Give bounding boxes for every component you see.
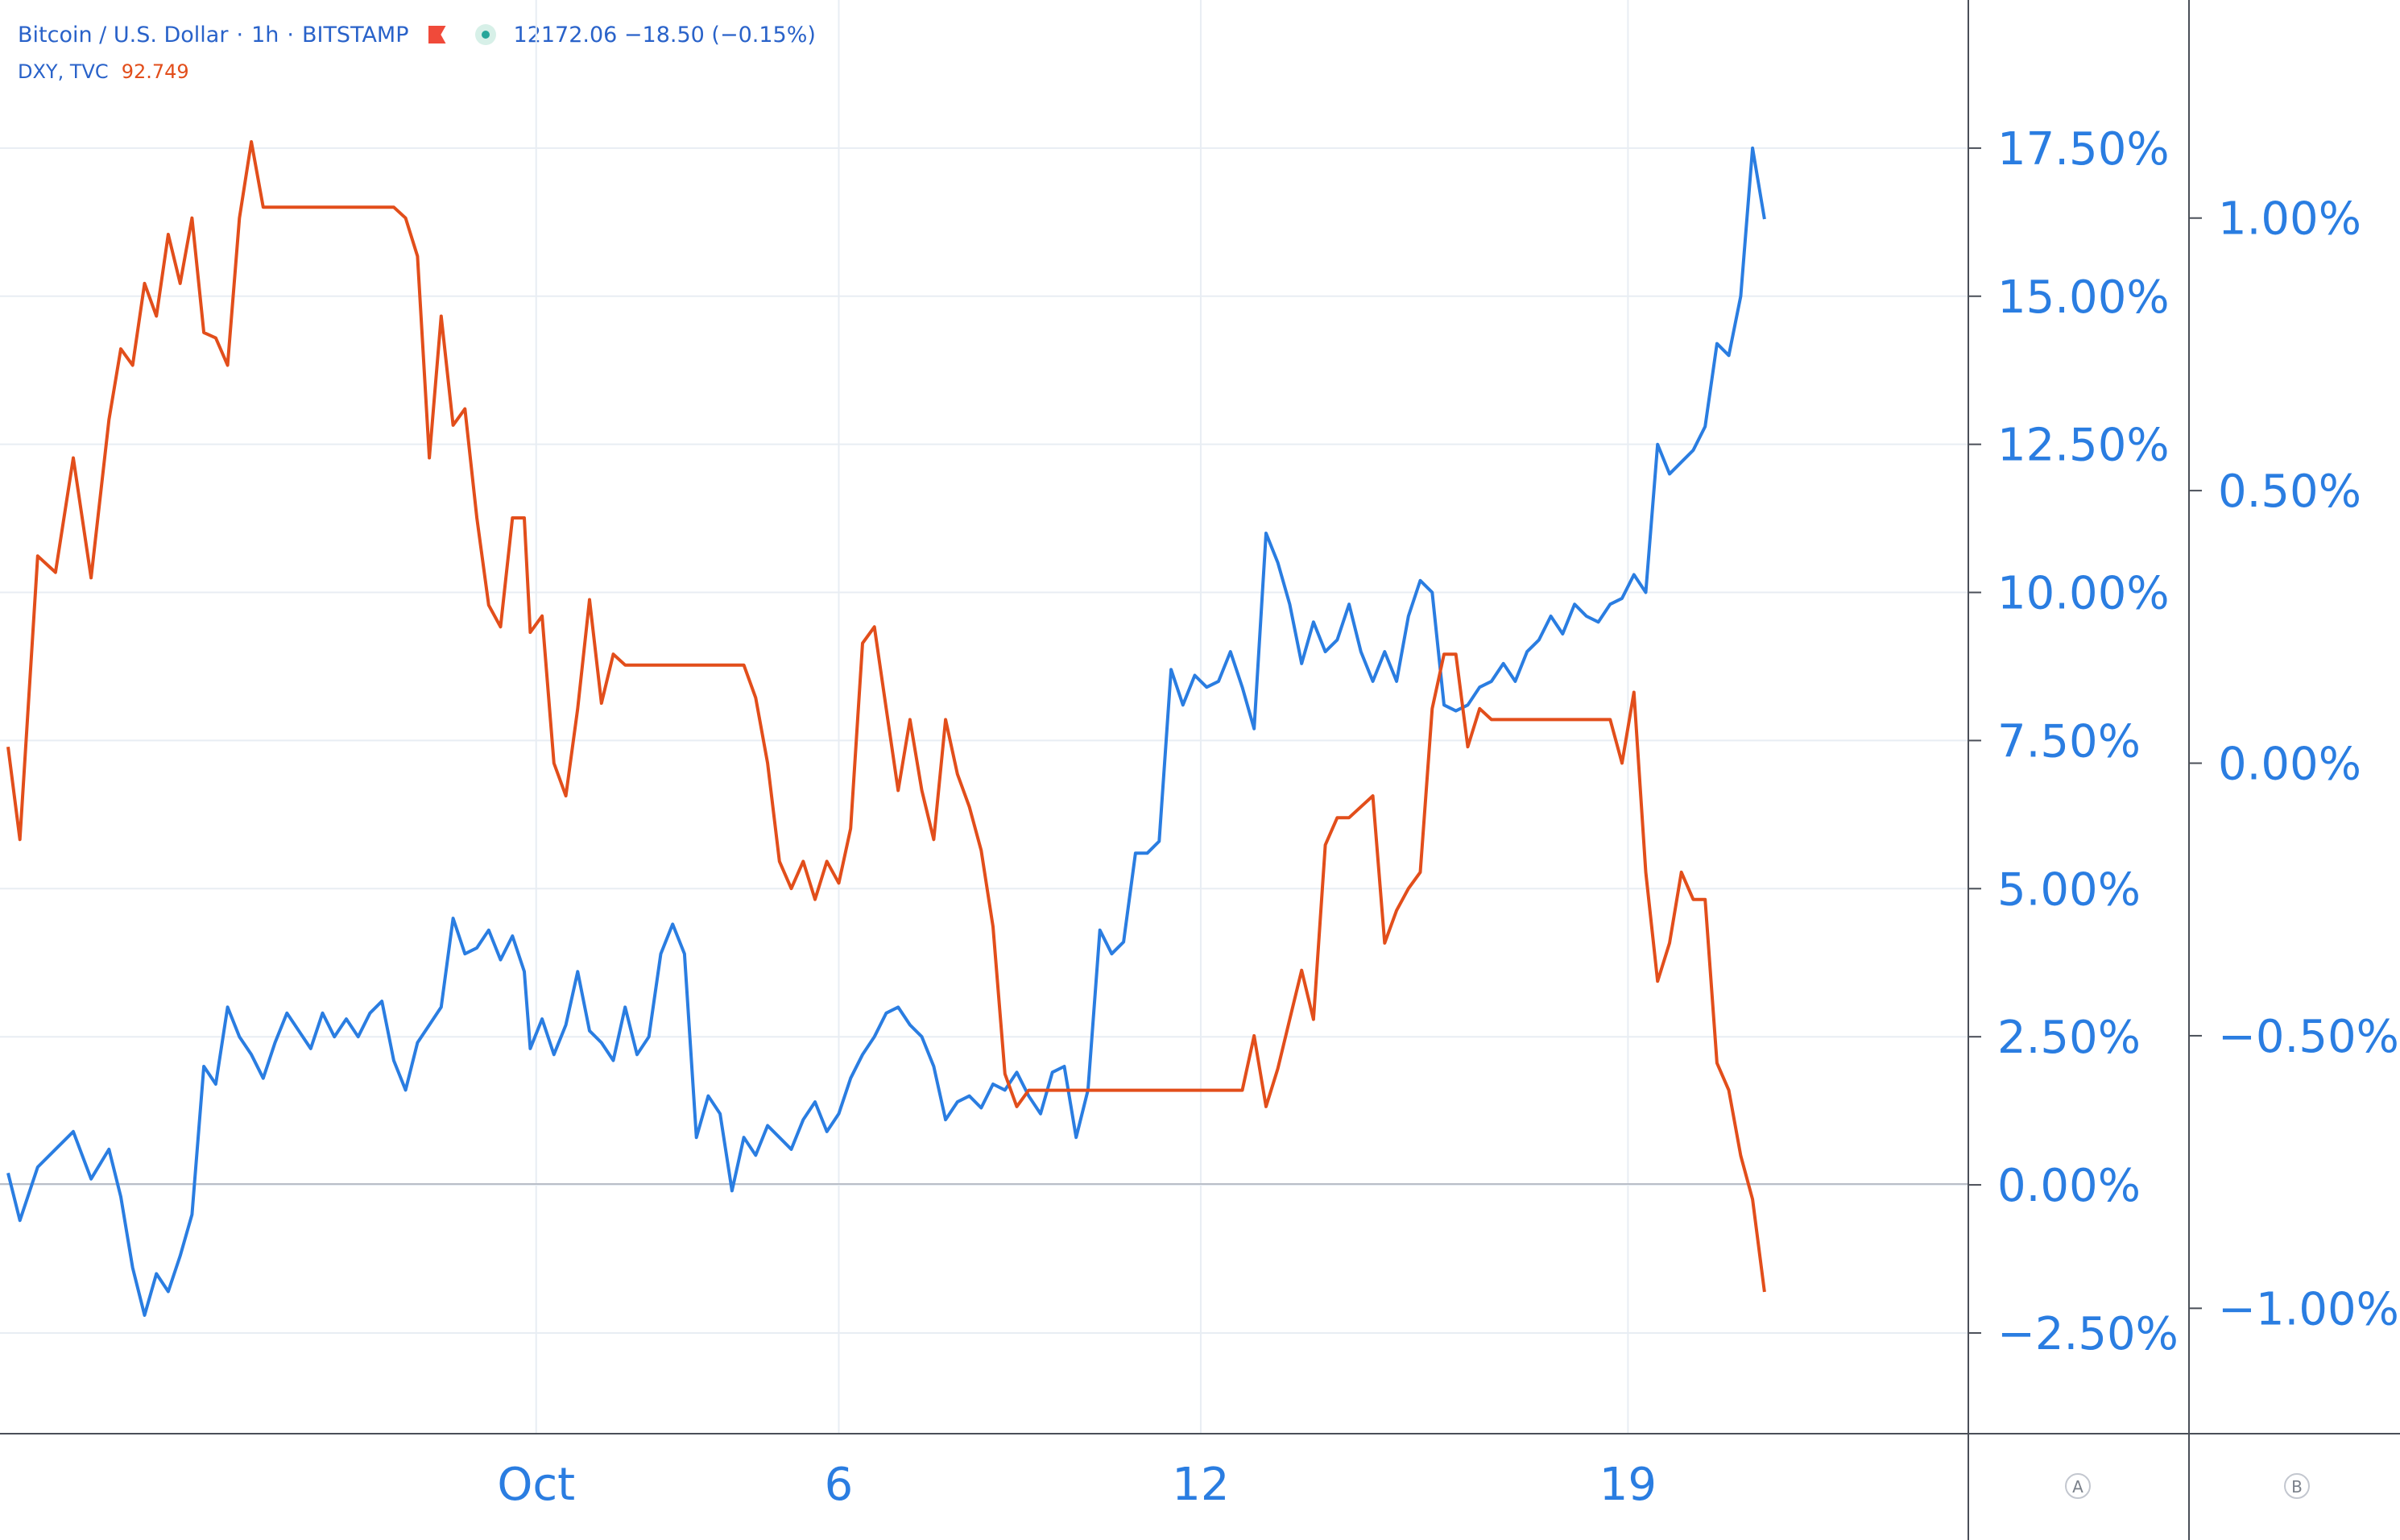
x-tick-label: Oct bbox=[497, 1459, 575, 1511]
btc-interval: 1h bbox=[251, 22, 279, 48]
price-scale-b[interactable]: 1.00% 0.50% 0.00% −0.50% −1.00% bbox=[2189, 193, 2399, 1336]
y-tick-label-a: 12.50% bbox=[1997, 420, 2170, 472]
grid bbox=[0, 0, 1968, 1434]
y-tick-label-a: 2.50% bbox=[1997, 1012, 2141, 1064]
scale-a-badge[interactable]: A bbox=[2065, 1473, 2091, 1499]
y-tick-label-b: 0.50% bbox=[2218, 466, 2361, 518]
btc-symbol: Bitcoin / U.S. Dollar bbox=[18, 22, 229, 48]
y-tick-label-b: 1.00% bbox=[2218, 193, 2361, 246]
time-axis[interactable]: Oct 6 12 19 bbox=[497, 1459, 1657, 1511]
legend-separator: · bbox=[236, 22, 244, 48]
btc-exchange: BITSTAMP bbox=[301, 22, 409, 48]
chart-legend: Bitcoin / U.S. Dollar · 1h · BITSTAMP 12… bbox=[18, 16, 816, 90]
x-tick-label: 12 bbox=[1172, 1459, 1229, 1511]
dxy-value: 92.749 bbox=[121, 60, 189, 83]
y-tick-label-b: 0.00% bbox=[2218, 739, 2361, 791]
btc-values: 12172.06 −18.50 (−0.15%) bbox=[513, 22, 816, 48]
legend-row-btc[interactable]: Bitcoin / U.S. Dollar · 1h · BITSTAMP 12… bbox=[18, 16, 816, 53]
dxy-symbol: DXY, TVC bbox=[18, 60, 109, 83]
y-tick-label-a: 0.00% bbox=[1997, 1160, 2141, 1212]
price-scale-a[interactable]: 17.50% 15.00% 12.50% 10.00% 7.50% 5.00% 2.50% 0… bbox=[1968, 123, 2179, 1360]
series-line-dxy bbox=[6, 140, 1766, 1293]
y-tick-label-a: 15.00% bbox=[1997, 271, 2170, 324]
market-status-icon bbox=[474, 24, 496, 45]
y-tick-label-a: 7.50% bbox=[1997, 715, 2141, 768]
legend-row-dxy[interactable]: DXY, TVC 92.749 bbox=[18, 53, 816, 90]
scale-a-badge-label: A bbox=[2072, 1477, 2083, 1497]
scale-b-badge[interactable]: B bbox=[2284, 1473, 2310, 1499]
series-line-btc bbox=[6, 146, 1766, 1317]
flag-icon[interactable] bbox=[428, 26, 446, 43]
legend-separator: · bbox=[287, 22, 294, 48]
x-tick-label: 19 bbox=[1599, 1459, 1657, 1511]
y-tick-label-b: −0.50% bbox=[2218, 1011, 2399, 1063]
y-tick-label-a: −2.50% bbox=[1997, 1308, 2179, 1360]
y-tick-label-b: −1.00% bbox=[2218, 1283, 2399, 1335]
series-layer bbox=[6, 140, 1766, 1317]
y-tick-label-a: 17.50% bbox=[1997, 123, 2170, 176]
x-tick-label: 6 bbox=[825, 1459, 854, 1511]
y-tick-label-a: 5.00% bbox=[1997, 863, 2141, 916]
y-tick-label-a: 10.00% bbox=[1997, 568, 2170, 620]
scale-b-badge-label: B bbox=[2291, 1477, 2303, 1497]
